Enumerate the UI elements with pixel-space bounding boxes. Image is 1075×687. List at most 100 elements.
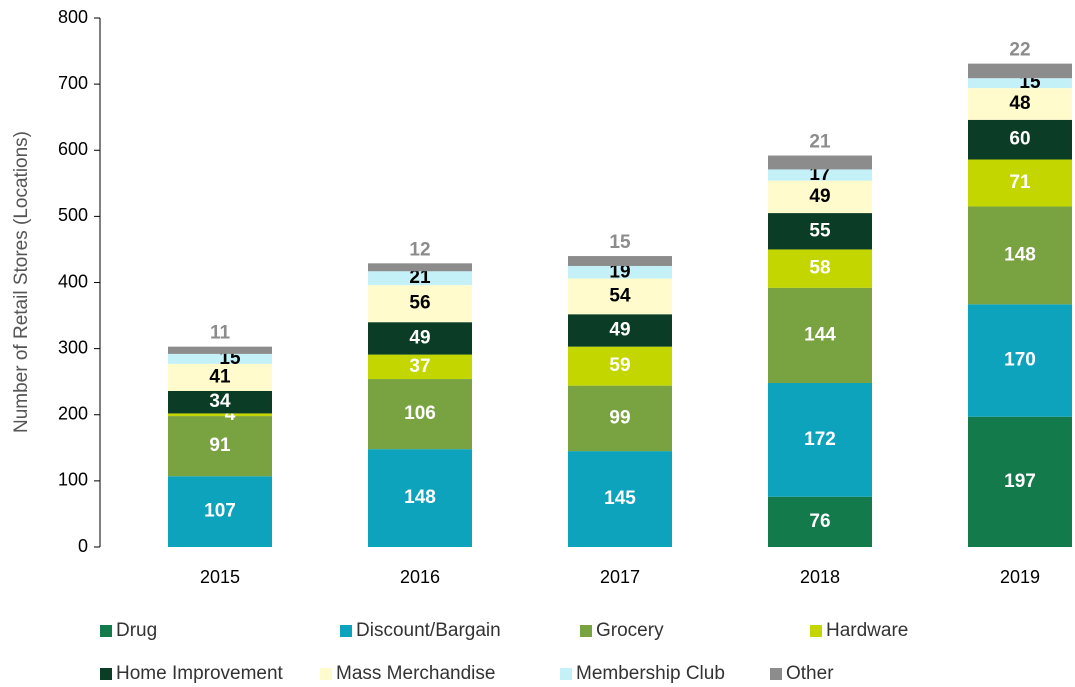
data-label: 91	[209, 435, 231, 456]
data-label: 60	[1009, 129, 1030, 150]
data-label: 49	[409, 327, 430, 348]
data-label: 71	[1009, 172, 1031, 193]
legend-label: Grocery	[596, 620, 664, 641]
x-tick-label: 2016	[400, 567, 440, 587]
y-tick-label: 300	[58, 337, 88, 357]
data-label: 54	[609, 285, 631, 306]
data-label: 4	[225, 404, 236, 425]
bar-segment	[968, 159, 1072, 207]
bar-segment	[168, 363, 272, 391]
legend-label: Mass Merchandise	[336, 663, 495, 684]
bar-segment	[568, 385, 672, 452]
legend-label: Discount/Bargain	[356, 620, 501, 641]
bar-segment	[768, 496, 872, 547]
bar-segment	[168, 413, 272, 417]
data-label: 106	[404, 403, 436, 424]
data-label: 197	[1004, 471, 1036, 492]
legend-swatch	[100, 625, 112, 637]
data-label: 145	[604, 488, 636, 509]
x-tick-label: 2018	[800, 567, 840, 587]
legend-swatch	[320, 668, 332, 680]
bar-segment	[368, 263, 472, 272]
bar-segment	[568, 346, 672, 386]
y-tick-label: 700	[58, 73, 88, 93]
bar-segment	[968, 63, 1072, 79]
data-label: 170	[1004, 350, 1036, 371]
y-tick-label: 600	[58, 139, 88, 159]
bar-segment	[368, 322, 472, 355]
data-label: 12	[409, 239, 430, 260]
data-label: 48	[1009, 93, 1030, 114]
data-label: 41	[209, 366, 231, 387]
y-tick-label: 400	[58, 271, 88, 291]
data-label: 34	[209, 391, 231, 412]
bar-segment	[968, 304, 1072, 417]
legend-swatch	[580, 625, 592, 637]
data-label: 37	[409, 356, 430, 377]
legend-swatch	[810, 625, 822, 637]
bar-segment	[768, 213, 872, 250]
data-label: 49	[609, 319, 630, 340]
y-tick-label: 500	[58, 205, 88, 225]
data-label: 21	[809, 132, 831, 153]
data-label: 144	[804, 324, 836, 345]
legend-label: Home Improvement	[116, 663, 284, 684]
data-label: 59	[609, 355, 630, 376]
y-tick-label: 100	[58, 470, 88, 490]
bar-segment	[768, 169, 872, 181]
legend-label: Hardware	[826, 620, 908, 641]
bar-segment	[368, 449, 472, 547]
bar-segment	[368, 379, 472, 450]
data-label: 15	[609, 232, 631, 253]
y-axis-title: Number of Retail Stores (Locations)	[11, 131, 32, 433]
x-tick-label: 2017	[600, 567, 640, 587]
bar-segment	[368, 285, 472, 323]
legend-label: Membership Club	[576, 663, 725, 684]
data-label: 19	[609, 261, 630, 282]
bar-segment	[568, 451, 672, 547]
bar-segment	[768, 180, 872, 214]
bar-segment	[968, 206, 1072, 305]
legend-swatch	[100, 668, 112, 680]
bar-segment	[768, 383, 872, 497]
data-label: 11	[210, 323, 231, 344]
bar-segment	[768, 155, 872, 170]
legend-swatch	[770, 668, 782, 680]
data-label: 56	[409, 293, 430, 314]
data-label: 148	[1004, 244, 1036, 265]
bar-segment	[168, 476, 272, 547]
bar-segment	[968, 416, 1072, 547]
bar-segment	[768, 249, 872, 288]
data-label: 107	[204, 501, 236, 522]
bar-segment	[168, 390, 272, 414]
y-tick-label: 0	[78, 536, 88, 556]
bar-segment	[968, 88, 1072, 120]
bar-segment	[168, 353, 272, 364]
data-label: 22	[1009, 40, 1030, 61]
bar-segment	[168, 416, 272, 477]
legend-label: Drug	[116, 620, 157, 641]
bar-segment	[968, 78, 1072, 89]
bar-segment	[568, 256, 672, 266]
bar-segment	[568, 278, 672, 315]
legend-label: Other	[786, 663, 834, 684]
data-label: 58	[809, 258, 830, 279]
bar-segment	[968, 119, 1072, 160]
bar-segment	[368, 354, 472, 380]
y-tick-label: 200	[58, 404, 88, 424]
legend-swatch	[340, 625, 352, 637]
bar-segment	[768, 287, 872, 384]
bar-segment	[568, 265, 672, 279]
x-tick-label: 2015	[200, 567, 240, 587]
y-tick-label: 800	[58, 7, 88, 27]
data-label: 49	[809, 186, 830, 207]
x-tick-label: 2019	[1000, 567, 1040, 587]
bar-segment	[568, 314, 672, 347]
data-label: 172	[804, 429, 836, 450]
data-label: 76	[809, 511, 830, 532]
legend-swatch	[560, 668, 572, 680]
data-label: 21	[409, 267, 431, 288]
bar-segment	[368, 271, 472, 286]
data-label: 55	[809, 220, 831, 241]
